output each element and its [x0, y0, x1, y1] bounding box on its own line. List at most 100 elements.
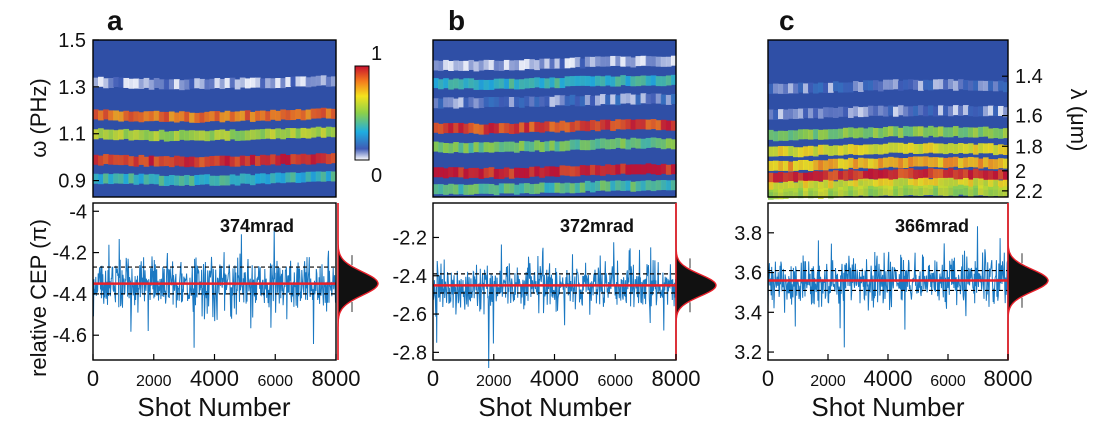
heatmap-cell: [968, 156, 974, 167]
heatmap-cell: [330, 171, 337, 182]
heatmap-cell: [788, 188, 794, 199]
heatmap-cell: [589, 76, 596, 87]
cep-y-tick-label: -4: [69, 201, 87, 223]
heatmap-cell: [913, 156, 919, 167]
heatmap-cell: [549, 166, 556, 177]
heatmap-cell: [913, 179, 919, 190]
heatmap-cell: [433, 167, 439, 178]
heatmap-cell: [209, 111, 216, 122]
heatmap-cell: [660, 180, 667, 191]
heatmap-cell: [433, 122, 439, 133]
heatmap-cell: [280, 129, 286, 140]
heatmap-cell: [473, 61, 480, 72]
heatmap-cell: [938, 169, 944, 180]
heatmap-cell: [640, 75, 647, 86]
heatmap-cell: [468, 122, 475, 133]
heatmap-cell: [988, 128, 994, 139]
heatmap-bands-a: [93, 40, 337, 197]
heatmap-cell: [838, 171, 844, 182]
heatmap-cell: [214, 155, 221, 166]
heatmap-cell: [968, 179, 974, 190]
heatmap-cell: [549, 121, 556, 132]
heatmap-cell: [863, 106, 869, 117]
heatmap-cell: [645, 56, 652, 67]
heatmap-cell: [665, 164, 672, 175]
heatmap-cell: [635, 181, 642, 192]
heatmap-cell: [833, 81, 839, 92]
heatmap-cell: [973, 168, 979, 179]
heatmap-cell: [918, 156, 924, 167]
heatmap-cell: [163, 156, 170, 167]
heatmap-cell: [219, 112, 226, 123]
heatmap-cell: [534, 140, 540, 151]
heatmap-cell: [194, 78, 200, 89]
heatmap-cell: [908, 79, 914, 90]
heatmap-cell: [224, 155, 231, 166]
heatmap-cell: [498, 97, 505, 108]
heatmap-cell: [473, 123, 480, 134]
panel-letter-c: c: [779, 5, 795, 36]
heatmap-cell: [953, 80, 959, 91]
cep-y-tick-label: -2.8: [393, 342, 427, 364]
heatmap-cell: [828, 171, 834, 182]
heatmap-cell: [214, 129, 221, 140]
heatmap-cell: [458, 79, 464, 90]
heatmap-cell: [458, 97, 464, 108]
heatmap-cell: [265, 174, 271, 185]
heatmap-cell: [878, 128, 884, 139]
heatmap-cell: [325, 154, 332, 165]
heatmap-cell: [224, 110, 231, 121]
heatmap-cell: [655, 76, 662, 87]
heatmap-cell: [153, 156, 160, 167]
heatmap-cell: [630, 94, 637, 105]
heatmap-cell: [993, 81, 999, 92]
heatmap-cell: [788, 83, 794, 94]
heatmap-cell: [534, 77, 540, 88]
heatmap-cell: [793, 182, 799, 193]
heatmap-cell: [514, 60, 520, 71]
heatmap-cell: [953, 126, 959, 137]
heatmap-cell: [858, 127, 864, 138]
heatmap-cell: [483, 167, 490, 178]
heatmap-cell: [803, 159, 809, 170]
heatmap-cell: [280, 173, 286, 184]
heatmap-cell: [833, 145, 839, 156]
heatmap-cell: [888, 156, 894, 167]
heatmap-cell: [943, 169, 949, 180]
heatmap-cell: [898, 142, 904, 153]
heatmap-cell: [665, 120, 672, 131]
heatmap-cell: [108, 129, 114, 140]
heatmap-cell: [300, 110, 307, 121]
heatmap-cell: [310, 127, 317, 138]
heatmap-cell: [963, 177, 969, 188]
heatmap-cell: [898, 158, 904, 169]
heatmap-cell: [918, 105, 924, 116]
heatmap-cell: [1003, 82, 1009, 93]
heatmap-cell: [148, 79, 155, 90]
heatmap-cell: [529, 78, 535, 89]
heatmap-cell: [559, 120, 566, 131]
heatmap-cell: [514, 96, 520, 107]
heatmap-cell: [893, 142, 899, 153]
heatmap-cell: [868, 179, 874, 190]
heatmap-cell: [153, 174, 160, 185]
heatmap-cell: [108, 174, 114, 185]
heatmap-cell: [953, 156, 959, 167]
heatmap-cell: [143, 77, 150, 88]
heatmap-cell: [443, 59, 449, 70]
heatmap-cell: [209, 155, 216, 166]
heatmap-cell: [534, 96, 540, 107]
heatmap-cell: [483, 59, 490, 70]
heatmap-cell: [655, 165, 662, 176]
heatmap-cell: [1003, 128, 1009, 139]
cep-histogram: [676, 203, 716, 360]
heatmap-cell: [595, 75, 601, 86]
heatmap-cell: [463, 143, 470, 154]
heatmap-cell: [983, 143, 989, 154]
heatmap-cell: [544, 121, 551, 132]
heatmap-cell: [123, 173, 130, 184]
heatmap-cell: [838, 158, 844, 169]
heatmap-cell: [249, 154, 256, 165]
spectrogram-frame-a: [92, 39, 337, 198]
heatmap-cell: [108, 154, 114, 165]
